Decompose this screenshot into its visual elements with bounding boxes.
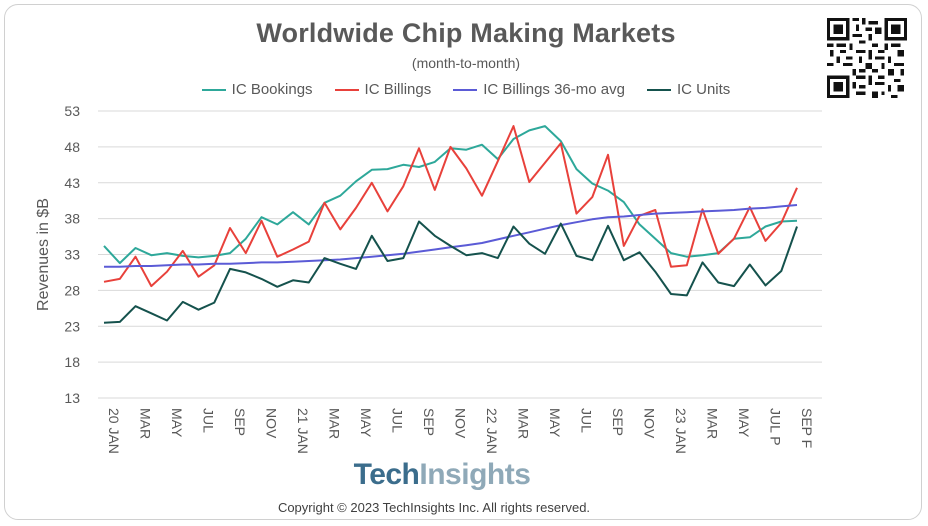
x-tick-label: MAY [547, 408, 563, 438]
y-tick-label: 13 [64, 390, 80, 406]
series-line-ic-billings [103, 125, 798, 288]
legend-label-ic-billings: IC Billings [364, 81, 432, 98]
chart-title: Worldwide Chip Making Markets [256, 18, 676, 48]
legend-item-ic-bookings: IC Bookings [201, 81, 313, 98]
legend-item-ic-billings-avg: IC Billings 36-mo avg [453, 81, 625, 98]
chart-subtitle: (month-to-month) [411, 55, 521, 71]
x-tick-label: JUL [579, 408, 595, 433]
legend-item-ic-units: IC Units [646, 81, 731, 98]
x-tick-label: 20 JAN [106, 408, 122, 454]
legend: IC Bookings IC Billings IC Billings 36-m… [0, 81, 928, 98]
x-tick-label: SEP [610, 408, 626, 436]
y-tick-label: 33 [64, 247, 80, 263]
x-axis: 20 JAN MAR MAY JUL SEP NOV 21 JAN MAR MAY JUL SEP N… [106, 408, 815, 454]
x-tick-label: MAY [358, 408, 374, 438]
x-tick-label: MAR [705, 408, 721, 439]
x-tick-label: MAR [327, 408, 343, 439]
y-tick-label: 43 [64, 175, 80, 191]
techinsights-logo: TechInsights [0, 458, 884, 492]
qr-code-icon [827, 18, 907, 98]
copyright-text: Copyright © 2023 TechInsights Inc. All r… [277, 500, 591, 515]
legend-label-ic-units: IC Units [676, 81, 731, 98]
y-axis: 53 48 43 38 33 28 23 18 13 [64, 103, 80, 406]
y-tick-label: 53 [64, 103, 80, 119]
x-tick-label: JUL [390, 408, 406, 433]
series-lines [103, 125, 798, 324]
y-tick-label: 23 [64, 318, 80, 334]
legend-swatch-ic-billings [334, 88, 359, 91]
x-tick-label: 23 JAN [673, 408, 689, 454]
x-tick-label: SEP [232, 408, 248, 436]
series-line-ic-units [103, 220, 798, 324]
x-tick-label: JUL P [768, 408, 784, 446]
x-tick-label: NOV [642, 408, 658, 439]
x-tick-label: MAR [138, 408, 154, 439]
brand-part-2: Insights [419, 458, 531, 491]
y-tick-label: 38 [64, 211, 80, 227]
legend-label-ic-bookings: IC Bookings [231, 81, 313, 98]
x-tick-label: 22 JAN [484, 408, 500, 454]
x-tick-label: MAR [516, 408, 532, 439]
legend-swatch-ic-billings-avg [453, 88, 478, 91]
y-tick-label: 28 [64, 282, 80, 298]
legend-swatch-ic-units [646, 88, 671, 91]
x-tick-label: SEP F [799, 408, 815, 448]
x-tick-label: NOV [453, 408, 469, 439]
y-tick-label: 18 [64, 354, 80, 370]
series-line-ic-billings-36-mo-avg [104, 204, 798, 268]
x-tick-label: NOV [264, 408, 280, 439]
legend-swatch-ic-bookings [201, 88, 226, 91]
x-tick-label: MAY [736, 408, 752, 438]
x-tick-label: MAY [169, 408, 185, 438]
x-tick-label: 21 JAN [295, 408, 311, 454]
x-tick-label: SEP [421, 408, 437, 436]
x-tick-label: JUL [201, 408, 217, 433]
legend-label-ic-billings-avg: IC Billings 36-mo avg [483, 81, 625, 98]
y-tick-label: 48 [64, 139, 80, 155]
brand-part-1: Tech [353, 458, 420, 491]
y-axis-label: Revenues in $B [35, 198, 52, 311]
legend-item-ic-billings: IC Billings [334, 81, 432, 98]
